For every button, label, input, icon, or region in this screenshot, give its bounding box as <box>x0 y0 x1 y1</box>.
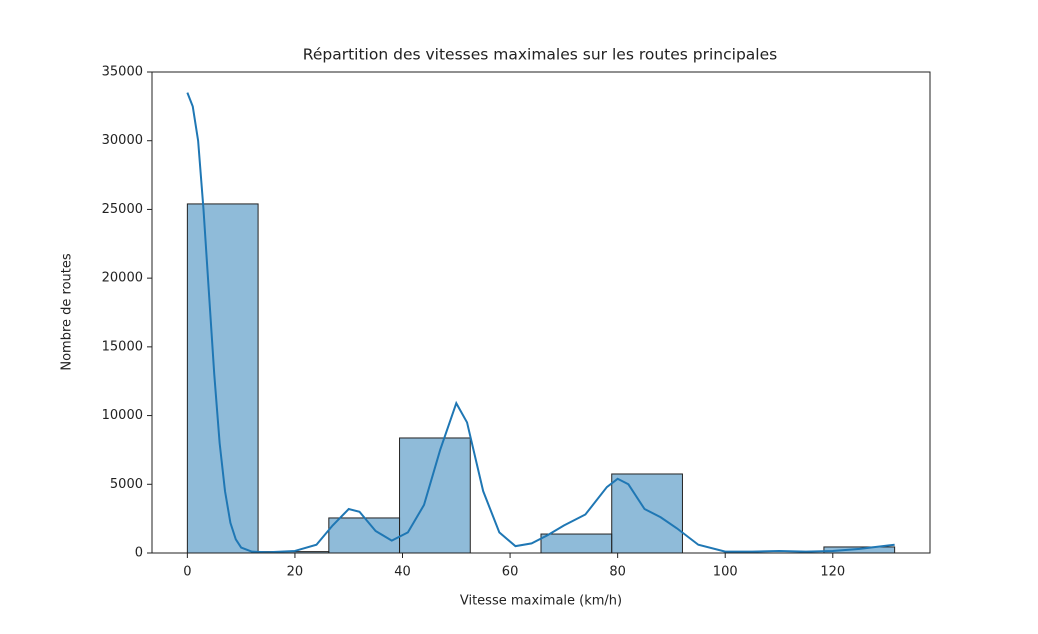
bar <box>399 437 471 554</box>
y-tick-label: 15000 <box>102 339 143 354</box>
kde-line <box>186 92 895 554</box>
x-tick-label: 20 <box>287 565 304 580</box>
y-tick-label: 5000 <box>110 477 143 492</box>
x-tick-label: 80 <box>609 565 626 580</box>
bar <box>328 517 401 554</box>
x-tick-label: 100 <box>713 565 738 580</box>
y-tick-label: 10000 <box>102 408 143 423</box>
x-axis-label: Vitesse maximale (km/h) <box>460 594 622 609</box>
bar <box>540 533 613 554</box>
x-tick-label: 120 <box>820 565 845 580</box>
bar <box>186 203 259 554</box>
y-tick-label: 25000 <box>102 202 143 217</box>
chart-title: Répartition des vitesses maximales sur l… <box>303 46 777 64</box>
y-tick-label: 20000 <box>102 271 143 286</box>
bar <box>611 473 683 554</box>
plot-frame <box>151 71 931 554</box>
y-tick-label: 35000 <box>102 65 143 80</box>
x-tick-label: 60 <box>502 565 519 580</box>
y-tick-label: 30000 <box>102 133 143 148</box>
x-tick-label: 0 <box>183 565 191 580</box>
y-axis-label: Nombre de routes <box>60 253 75 371</box>
y-tick-label: 0 <box>135 546 143 561</box>
x-tick-label: 40 <box>394 565 411 580</box>
